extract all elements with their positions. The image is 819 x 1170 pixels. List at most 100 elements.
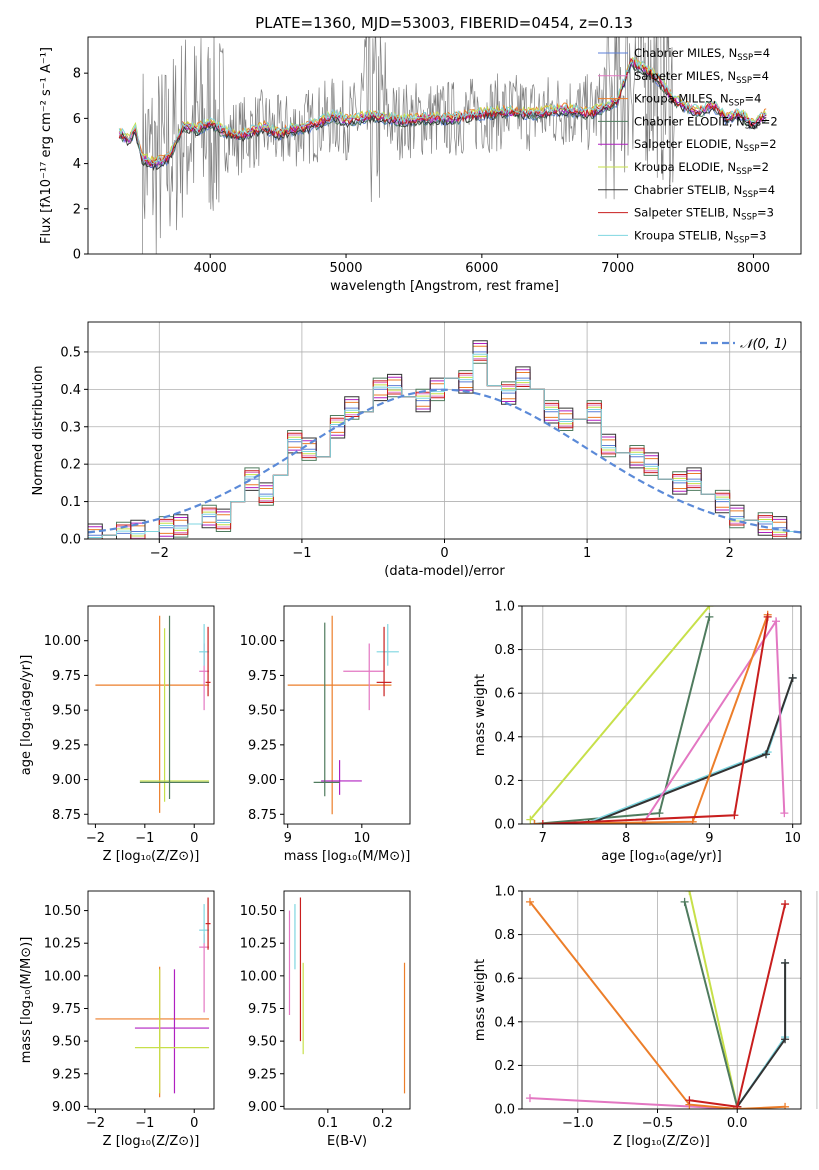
axes-frame <box>87 321 802 540</box>
plus-marker <box>638 820 647 824</box>
x-tick-label: −1 <box>135 831 154 846</box>
y-tick-label: 9.75 <box>248 669 277 684</box>
legend-rest: =3 <box>749 228 766 242</box>
x-tick-label: −1.0 <box>562 1116 594 1131</box>
y-tick-label: 0.4 <box>494 1015 515 1030</box>
x-axis-label: Z [log₁₀(Z/Z⊙)] <box>613 1134 710 1149</box>
plot-area <box>287 615 399 815</box>
y-tick-label: 0.5 <box>60 345 81 360</box>
y-tick-label: 8.75 <box>52 808 81 823</box>
model-spectrum-line <box>118 57 767 165</box>
legend-subscript: SSP <box>729 99 745 109</box>
x-tick-label: −1 <box>292 546 311 561</box>
x-tick-label: 10 <box>354 831 371 846</box>
legend-subscript: SSP <box>734 235 750 245</box>
plot-area <box>88 340 801 539</box>
plus-marker <box>526 815 535 824</box>
plus-marker <box>781 900 790 909</box>
legend-entry: Chabrier STELIB, NSSP=4 <box>634 183 775 200</box>
y-axis-label: mass weight <box>473 959 488 1041</box>
y-tick-label: 10.00 <box>44 634 81 649</box>
plus-marker <box>733 1102 742 1109</box>
plus-marker <box>525 1094 534 1103</box>
mass-weight-line <box>688 891 739 1108</box>
y-tick-label: 9.50 <box>52 704 81 719</box>
legend-entry: Chabrier MILES, NSSP=4 <box>634 46 770 63</box>
plus-marker <box>730 811 739 820</box>
plus-marker <box>781 1102 790 1109</box>
legend-rest: =4 <box>758 183 775 197</box>
legend-entry: Kroupa ELODIE, NSSP=2 <box>634 160 769 177</box>
y-tick-label: 10.25 <box>240 937 277 952</box>
y-tick-label: 0.2 <box>60 458 81 473</box>
mass-weight-line <box>683 901 739 1108</box>
x-tick-label: 10 <box>784 831 801 846</box>
spectrum-panel: 4000 5000 6000 7000 8000 0 2 4 6 8 wavelength [Ang… <box>39 36 802 294</box>
legend-subscript: SSP <box>741 213 757 223</box>
age-vs-z-panel: −2 −1 0 8.75 9.00 9.25 9.50 9.75 10.00 Z [log₁₀(Z… <box>19 605 215 864</box>
y-tick-label: 9.25 <box>52 738 81 753</box>
y-tick-label: 10.50 <box>44 904 81 919</box>
y-tick-label: 9.50 <box>248 704 277 719</box>
x-tick-label: 0.1 <box>317 1116 338 1131</box>
model-spectrum-line <box>119 61 767 172</box>
x-tick-label: 8000 <box>737 261 770 276</box>
y-tick-label: 0.2 <box>494 774 515 789</box>
x-tick-label: 2 <box>726 546 734 561</box>
x-tick-label: 9 <box>284 831 292 846</box>
x-axis-label: Z [log₁₀(Z/Z⊙)] <box>103 1134 200 1149</box>
legend-rest: =2 <box>752 160 769 174</box>
y-tick-label: 10.00 <box>240 969 277 984</box>
plus-marker <box>538 820 547 824</box>
plus-marker <box>655 809 664 818</box>
legend-subscript: SSP <box>744 144 760 154</box>
y-tick-label: 9.00 <box>52 1100 81 1115</box>
x-tick-label: 7000 <box>601 261 634 276</box>
plot-area <box>288 897 406 1094</box>
y-tick-label: 10.00 <box>240 634 277 649</box>
legend-subscript: SSP <box>736 76 752 86</box>
x-tick-label: 0.2 <box>372 1116 393 1131</box>
y-tick-label: 10.50 <box>240 904 277 919</box>
x-axis-label: wavelength [Angstrom, rest frame] <box>330 279 559 294</box>
spectrum-title: PLATE=1360, MJD=53003, FIBERID=0454, z=0… <box>255 14 633 32</box>
axes-frame <box>521 605 802 825</box>
normal-reference-curve <box>88 388 801 534</box>
y-axis-label: age [log₁₀(age/yr)] <box>19 655 34 776</box>
y-tick-label: 0.6 <box>494 687 515 702</box>
legend-rest: =4 <box>752 69 769 83</box>
age-vs-mass-panel: 9 10 8.75 9.00 9.25 9.50 9.75 10.00 mass [log₁₀(… <box>240 605 411 864</box>
legend-rest: =2 <box>761 114 778 128</box>
x-tick-label: 6000 <box>465 261 498 276</box>
axes-frame <box>87 890 215 1110</box>
y-tick-label: 1.0 <box>494 600 515 615</box>
x-tick-label: −2 <box>150 546 169 561</box>
y-tick-label: 0.0 <box>494 818 515 833</box>
plus-marker <box>781 958 790 967</box>
legend-entry: Kroupa STELIB, NSSP=3 <box>634 228 766 245</box>
mass-vs-z-panel: −2 −1 0 9.00 9.25 9.50 9.75 10.00 10.25 10.50 Z [l… <box>19 890 215 1149</box>
y-axis-label: Flux [fλ10⁻¹⁷ erg cm⁻² s⁻¹ A⁻¹] <box>39 47 54 244</box>
massweight-vs-age-panel: 7 8 9 10 0.0 0.2 0.4 0.6 0.8 1.0 age [log₁₀(age/yr… <box>473 600 802 864</box>
legend-entry: Chabrier ELODIE, NSSP=2 <box>634 114 778 131</box>
y-tick-label: 0 <box>73 248 81 263</box>
x-axis-label: (data-model)/error <box>384 564 505 579</box>
x-tick-label: −1 <box>135 1116 154 1131</box>
legend-entry: Salpeter ELODIE, NSSP=2 <box>634 137 777 154</box>
plot-area <box>95 897 211 1098</box>
y-tick-label: 2 <box>73 202 81 217</box>
residual-panel: −2 −1 0 1 2 0.0 0.1 0.2 0.3 0.4 0.5 (data-model)/er… <box>31 321 802 579</box>
axes-frame <box>87 605 215 825</box>
x-tick-label: 0 <box>190 1116 198 1131</box>
plot-area <box>118 37 767 254</box>
x-tick-label: 0.0 <box>727 1116 748 1131</box>
plot-area <box>526 606 797 824</box>
axes-frame <box>87 36 802 255</box>
y-tick-label: 0.2 <box>494 1059 515 1074</box>
legend-rest: =3 <box>757 206 774 220</box>
y-tick-label: 0.4 <box>60 383 81 398</box>
legend-subscript: SSP <box>736 167 752 177</box>
y-tick-label: 0.0 <box>494 1103 515 1118</box>
y-tick-label: 9.25 <box>248 1067 277 1082</box>
